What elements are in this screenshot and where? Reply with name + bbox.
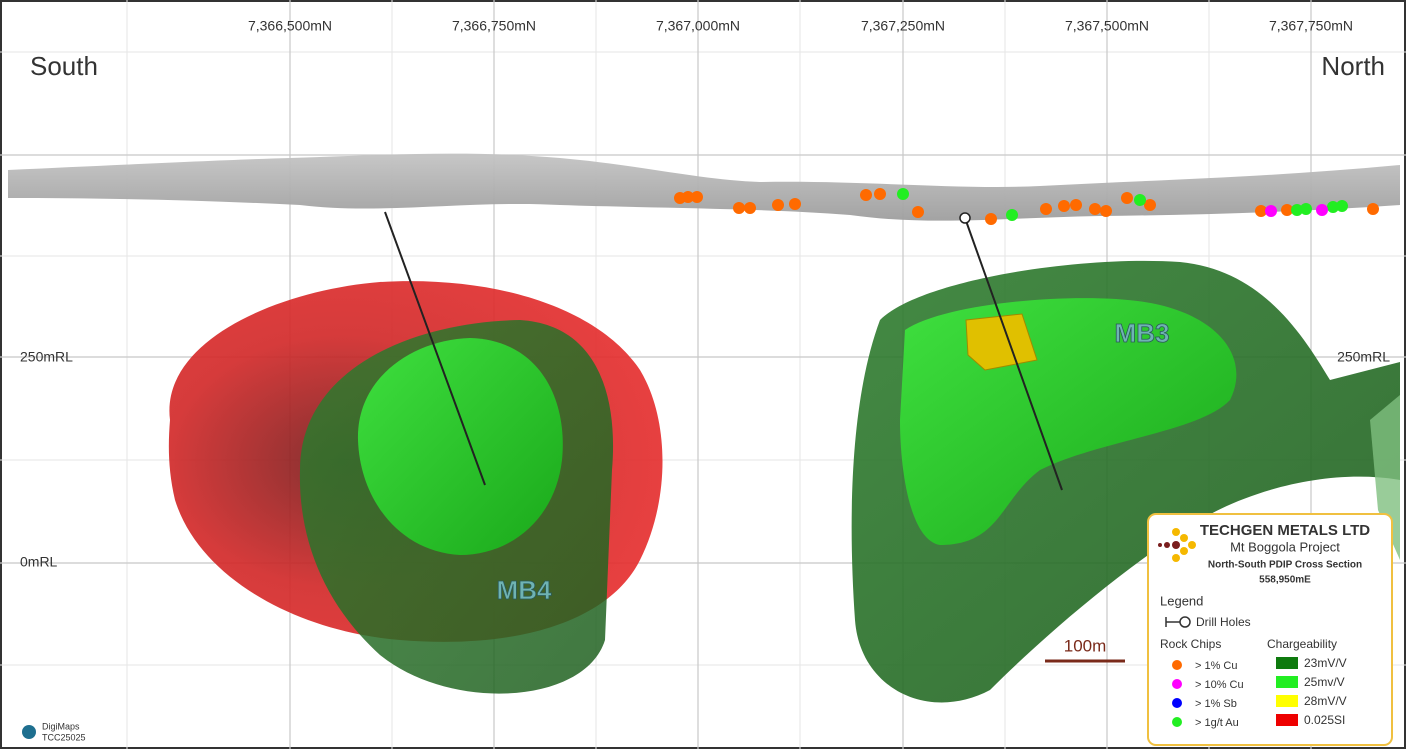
- rock-chip: [772, 199, 784, 211]
- rock-chip: [1316, 204, 1328, 216]
- rock-chip: [691, 191, 703, 203]
- anomaly-yellow: [965, 313, 1038, 371]
- rock-chip: [1336, 200, 1348, 212]
- northing-label: 7,367,250mN: [861, 18, 945, 34]
- legend-swatch: [1276, 657, 1298, 669]
- rock-chip-samples: [674, 188, 1379, 225]
- northing-label: 7,367,000mN: [656, 18, 740, 34]
- project: Mt Boggola Project: [1230, 539, 1340, 554]
- rock-chip: [1058, 200, 1070, 212]
- legend-label: > 10% Cu: [1195, 679, 1244, 691]
- legend-swatch: [1276, 695, 1298, 707]
- chargeability-title: Chargeability: [1267, 637, 1337, 651]
- drill-hole: [384, 211, 486, 486]
- rock-chip: [1281, 204, 1293, 216]
- northing-labels: 7,366,500mN 7,366,750mN 7,367,000mN 7,36…: [248, 18, 1353, 34]
- footer-logo: DigiMaps TCC25025: [22, 721, 86, 742]
- legend-label: 28mV/V: [1304, 694, 1347, 708]
- rock-chip: [789, 198, 801, 210]
- rock-chip: [682, 191, 694, 203]
- legend-label: > 1% Cu: [1195, 660, 1238, 672]
- scale-label: 100m: [1064, 636, 1107, 655]
- rock-chip: [874, 188, 886, 200]
- rock-chips-title: Rock Chips: [1160, 637, 1221, 651]
- rock-chip: [1291, 204, 1303, 216]
- legend-items: > 1% Cu > 10% Cu > 1% Sb > 1g/t Au 23mV/V 25m…: [1172, 656, 1347, 729]
- easting: 558,950mE: [1259, 575, 1311, 586]
- rock-chip: [1040, 203, 1052, 215]
- rock-chip: [1367, 203, 1379, 215]
- northing-label: 7,367,750mN: [1269, 18, 1353, 34]
- legend-label: > 1g/t Au: [1195, 717, 1239, 729]
- code: TCC25025: [42, 732, 86, 742]
- northing-label: 7,366,750mN: [452, 18, 536, 34]
- rock-chip: [1300, 203, 1312, 215]
- northing-label: 7,367,500mN: [1065, 18, 1149, 34]
- legend-label: 23mV/V: [1304, 656, 1347, 670]
- body-label: MB3: [1115, 318, 1170, 348]
- rock-chip: [733, 202, 745, 214]
- legend-label: 25mv/V: [1304, 675, 1345, 689]
- anomaly-mb4-core: [357, 338, 563, 555]
- legend-label: > 1% Sb: [1195, 698, 1237, 710]
- legend-title: Legend: [1160, 593, 1203, 608]
- rock-chip: [1100, 205, 1112, 217]
- brand: DigiMaps: [42, 721, 80, 731]
- legend-swatch: [1172, 660, 1182, 670]
- anomaly-edge: [1370, 395, 1400, 560]
- rock-chip: [985, 213, 997, 225]
- level-label: 250mRL: [1337, 349, 1390, 365]
- rock-chip: [1327, 201, 1339, 213]
- rock-chip: [1255, 205, 1267, 217]
- rock-chip: [1070, 199, 1082, 211]
- rock-chip: [897, 188, 909, 200]
- level-label: 0mRL: [20, 554, 58, 570]
- legend-swatch: [1276, 676, 1298, 688]
- legend-swatch: [1276, 714, 1298, 726]
- northing-label: 7,366,500mN: [248, 18, 332, 34]
- drill-hole: [964, 217, 1063, 491]
- legend-label: 0.025SI: [1304, 713, 1345, 727]
- rock-chip: [744, 202, 756, 214]
- legend-swatch: [1172, 679, 1182, 689]
- level-label: 250mRL: [20, 349, 73, 365]
- body-label: MB4: [497, 575, 552, 605]
- legend: TECHGEN METALS LTD Mt Boggola Project No…: [1147, 513, 1393, 746]
- north-label: North: [1321, 51, 1385, 81]
- rock-chip: [1089, 203, 1101, 215]
- rock-chip: [912, 206, 924, 218]
- section: North-South PDIP Cross Section: [1208, 560, 1362, 571]
- rock-chip: [860, 189, 872, 201]
- rock-chip: [1006, 209, 1018, 221]
- legend-swatch: [1172, 698, 1182, 708]
- rock-chip: [1134, 194, 1146, 206]
- drill-collar: [959, 212, 971, 224]
- legend-swatch: [1172, 717, 1182, 727]
- rock-chip: [1265, 205, 1277, 217]
- south-label: South: [30, 51, 98, 81]
- company-logo: [1158, 528, 1196, 562]
- terrain-surface: [8, 153, 1400, 221]
- rock-chip: [1144, 199, 1156, 211]
- legend-box: [1147, 513, 1393, 746]
- rock-chip: [1121, 192, 1133, 204]
- company: TECHGEN METALS LTD: [1200, 522, 1370, 539]
- drill-holes-label: Drill Holes: [1196, 615, 1251, 629]
